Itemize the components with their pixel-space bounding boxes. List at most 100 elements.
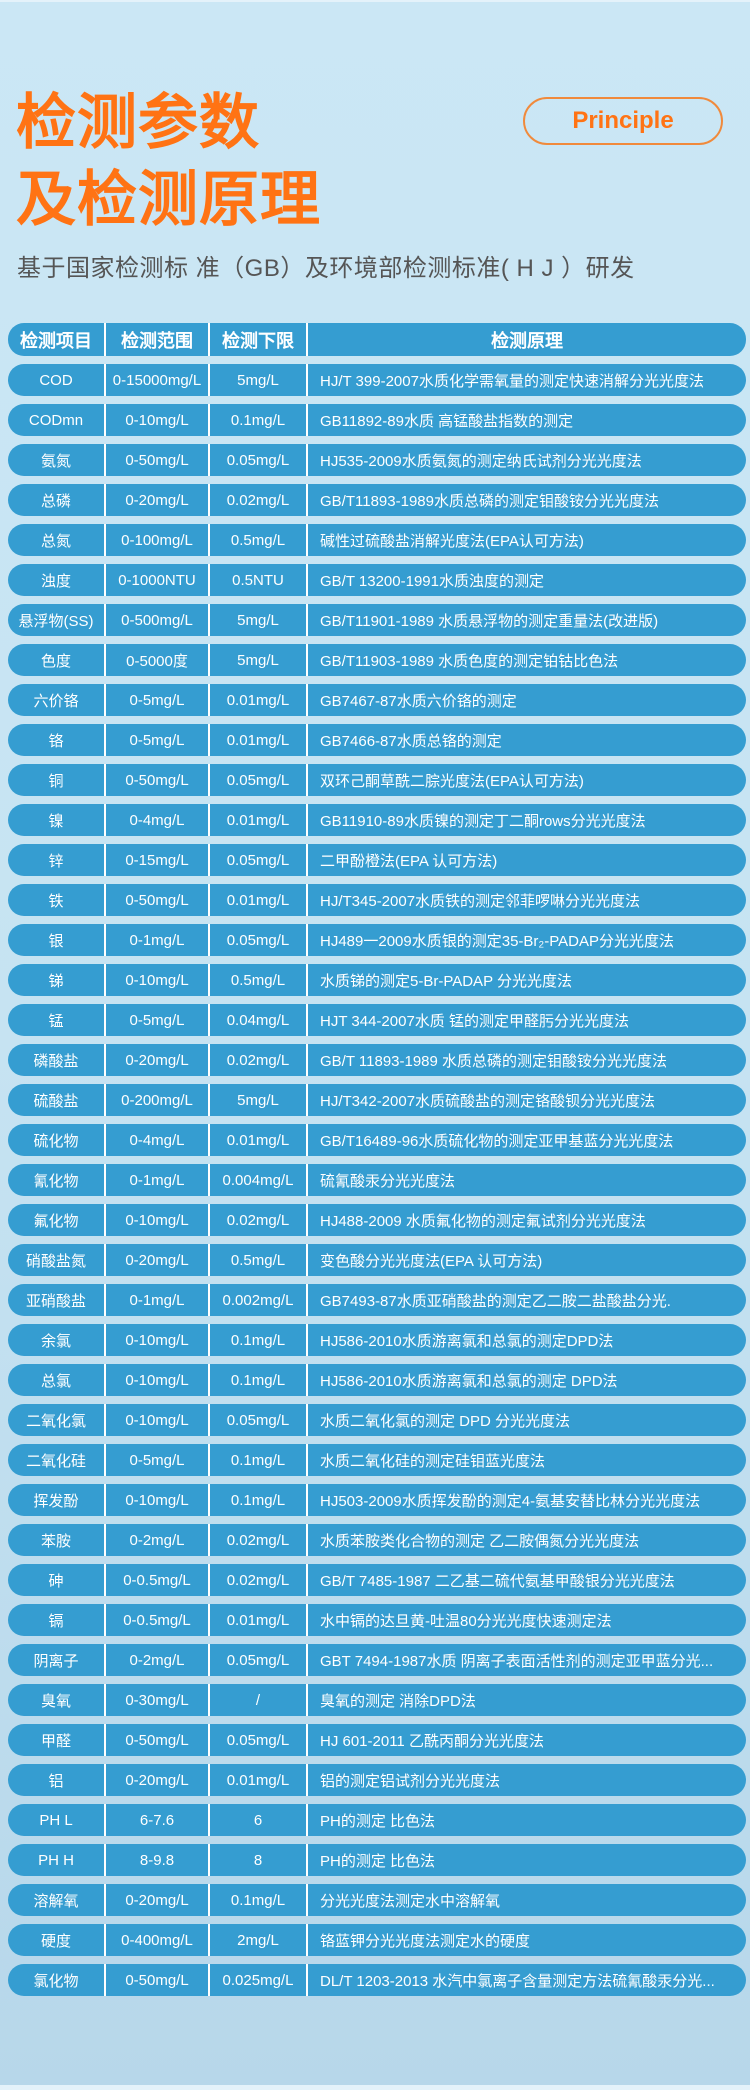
cell-range: 0-1mg/L [104,1164,208,1196]
cell-principle: GB/T11893-1989水质总磷的测定钼酸铵分光光度法 [306,484,746,516]
table-row: 砷 0-0.5mg/L 0.02mg/L GB/T 7485-1987 二乙基二硫代氨… [8,1564,746,1596]
table-row: 总氮 0-100mg/L 0.5mg/L 碱性过硫酸盐消解光度法(EPA认可方法) [8,524,746,556]
cell-principle: 水质二氧化硅的测定硅钼蓝光度法 [306,1444,746,1476]
cell-item: 铜 [48,772,64,790]
parameters-table: 检测项目 检测范围 检测下限 检测原理 COD 0-15000mg/L 5mg/L H… [8,323,746,2004]
page-title-line2: 及检测原理 [16,166,321,233]
table-row: 铬 0-5mg/L 0.01mg/L GB7466-87水质总铬的测定 [8,724,746,756]
cell-item: 银 [48,932,64,950]
cell-item: 铁 [48,892,64,910]
cell-range: 0-5mg/L [104,684,208,716]
cell-limit: 0.01mg/L [208,684,306,716]
cell-item: 氨氮 [40,452,71,470]
cell-range: 0-500mg/L [104,604,208,636]
cell-principle: 水中镉的达旦黄-吐温80分光光度快速测定法 [306,1604,746,1636]
cell-principle: HJ/T342-2007水质硫酸盐的测定铬酸钡分光光度法 [306,1084,746,1116]
table-row: 六价铬 0-5mg/L 0.01mg/L GB7467-87水质六价铬的测定 [8,684,746,716]
cell-limit: / [208,1684,306,1716]
table-row: 悬浮物(SS) 0-500mg/L 5mg/L GB/T11901-1989 水质悬浮… [8,604,746,636]
cell-principle: GB7493-87水质亚硝酸盐的测定乙二胺二盐酸盐分光. [306,1284,746,1316]
cell-limit: 0.025mg/L [208,1964,306,1996]
cell-principle: GBT 7494-1987水质 阴离子表面活性剂的测定亚甲蓝分光... [306,1644,746,1676]
table-row: 铝 0-20mg/L 0.01mg/L 铝的测定铝试剂分光光度法 [8,1764,746,1796]
cell-item: 总氯 [40,1372,71,1390]
cell-limit: 5mg/L [208,644,306,676]
cell-range: 0-10mg/L [104,1364,208,1396]
cell-principle: DL/T 1203-2013 水汽中氯离子含量测定方法硫氰酸汞分光... [306,1964,746,1996]
cell-principle: 铬蓝钾分光光度法测定水的硬度 [306,1924,746,1956]
cell-principle: 臭氧的测定 消除DPD法 [306,1684,746,1716]
cell-limit: 0.5mg/L [208,1244,306,1276]
cell-principle: HJ488-2009 水质氟化物的测定氟试剂分光光度法 [306,1204,746,1236]
cell-limit: 0.05mg/L [208,1404,306,1436]
page-title-line1: 检测参数 [16,89,260,156]
cell-item: 总磷 [40,492,71,510]
cell-range: 0-2mg/L [104,1644,208,1676]
cell-principle: GB/T11903-1989 水质色度的测定铂钴比色法 [306,644,746,676]
table-row: 臭氧 0-30mg/L / 臭氧的测定 消除DPD法 [8,1684,746,1716]
cell-principle: HJ 601-2011 乙酰丙酮分光光度法 [306,1724,746,1756]
cell-principle: 碱性过硫酸盐消解光度法(EPA认可方法) [306,524,746,556]
cell-item: 镍 [48,812,64,830]
table-row: 磷酸盐 0-20mg/L 0.02mg/L GB/T 11893-1989 水质总磷的… [8,1044,746,1076]
cell-principle: GB/T 7485-1987 二乙基二硫代氨基甲酸银分光光度法 [306,1564,746,1596]
cell-item: 砷 [48,1572,64,1590]
cell-limit: 0.01mg/L [208,724,306,756]
cell-range: 0-10mg/L [104,404,208,436]
cell-range: 6-7.6 [104,1804,208,1836]
cell-limit: 0.01mg/L [208,884,306,916]
cell-principle: 分光光度法测定水中溶解氧 [306,1884,746,1916]
cell-limit: 0.01mg/L [208,1764,306,1796]
cell-limit: 0.004mg/L [208,1164,306,1196]
table-row: 硫化物 0-4mg/L 0.01mg/L GB/T16489-96水质硫化物的测定亚甲… [8,1124,746,1156]
table-header-row: 检测项目 检测范围 检测下限 检测原理 [8,323,746,356]
cell-limit: 0.05mg/L [208,1644,306,1676]
cell-principle: GB/T 11893-1989 水质总磷的测定钼酸铵分光光度法 [306,1044,746,1076]
cell-item: 亚硝酸盐 [25,1292,86,1310]
cell-range: 0-5mg/L [104,1444,208,1476]
cell-item: 铝 [48,1772,64,1790]
table-row: 氟化物 0-10mg/L 0.02mg/L HJ488-2009 水质氟化物的测定氟试… [8,1204,746,1236]
cell-principle: 双环己酮草酰二腙光度法(EPA认可方法) [306,764,746,796]
column-header-limit: 检测下限 [208,323,306,356]
table-row: 挥发酚 0-10mg/L 0.1mg/L HJ503-2009水质挥发酚的测定4-氨基… [8,1484,746,1516]
cell-limit: 5mg/L [208,604,306,636]
cell-item: 苯胺 [40,1532,71,1550]
column-header-item: 检测项目 [20,330,92,351]
table-row: 锑 0-10mg/L 0.5mg/L 水质锑的测定5-Br-PADAP 分光光度法 [8,964,746,996]
cell-principle: 铝的测定铝试剂分光光度法 [306,1764,746,1796]
page-subtitle: 基于国家检测标 准（GB）及环境部检测标准( H J ）研发 [17,255,635,282]
cell-item: 锑 [48,972,64,990]
cell-principle: HJ/T 399-2007水质化学需氧量的测定快速消解分光光度法 [306,364,746,396]
table-row: 镍 0-4mg/L 0.01mg/L GB11910-89水质镍的测定丁二酮rows分… [8,804,746,836]
cell-range: 0-20mg/L [104,1764,208,1796]
cell-limit: 0.02mg/L [208,1564,306,1596]
cell-range: 0-400mg/L [104,1924,208,1956]
cell-principle: PH的测定 比色法 [306,1804,746,1836]
cell-principle: GB11910-89水质镍的测定丁二酮rows分光光度法 [306,804,746,836]
cell-item: 二氧化硅 [25,1452,86,1470]
cell-limit: 0.02mg/L [208,1204,306,1236]
cell-item: 色度 [40,652,71,670]
cell-limit: 5mg/L [208,1084,306,1116]
cell-limit: 0.1mg/L [208,1444,306,1476]
cell-principle: HJ535-2009水质氨氮的测定纳氏试剂分光光度法 [306,444,746,476]
cell-range: 0-200mg/L [104,1084,208,1116]
table-row: 氯化物 0-50mg/L 0.025mg/L DL/T 1203-2013 水汽中氯离… [8,1964,746,1996]
cell-principle: HJT 344-2007水质 锰的测定甲醛肟分光光度法 [306,1004,746,1036]
cell-item: 悬浮物(SS) [18,612,94,630]
cell-principle: GB/T 13200-1991水质浊度的测定 [306,564,746,596]
cell-item: 阴离子 [33,1652,79,1670]
cell-item: 硫化物 [33,1132,79,1150]
table-row: PH H 8-9.8 8 PH的测定 比色法 [8,1844,746,1876]
cell-item: 硫酸盐 [33,1092,79,1110]
cell-range: 0-2mg/L [104,1524,208,1556]
cell-principle: 水质苯胺类化合物的测定 乙二胺偶氮分光光度法 [306,1524,746,1556]
table-row: CODmn 0-10mg/L 0.1mg/L GB11892-89水质 高锰酸盐指数的… [8,404,746,436]
cell-limit: 6 [208,1804,306,1836]
table-row: 硝酸盐氮 0-20mg/L 0.5mg/L 变色酸分光光度法(EPA 认可方法) [8,1244,746,1276]
table-row: 溶解氧 0-20mg/L 0.1mg/L 分光光度法测定水中溶解氧 [8,1884,746,1916]
cell-principle: HJ489一2009水质银的测定35-Br₂-PADAP分光光度法 [306,924,746,956]
cell-limit: 0.05mg/L [208,1724,306,1756]
table-row: 硫酸盐 0-200mg/L 5mg/L HJ/T342-2007水质硫酸盐的测定铬酸钡… [8,1084,746,1116]
